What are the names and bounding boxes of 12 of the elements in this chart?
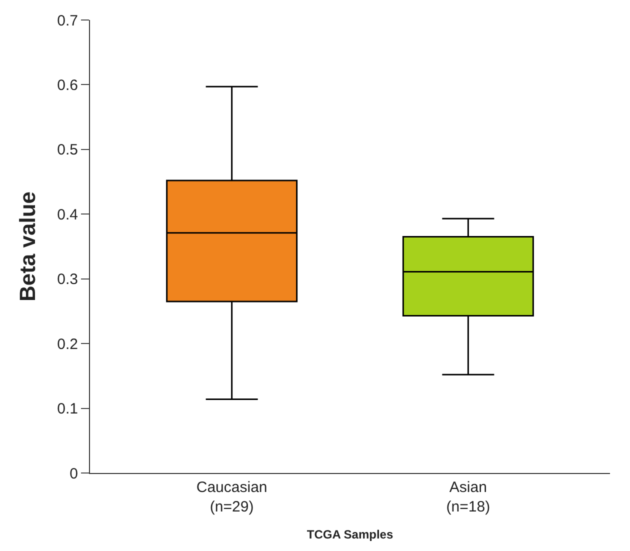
y-tick-label: 0 — [70, 465, 78, 482]
x-tick-label: Asian (n=18) — [446, 479, 490, 516]
y-tick-label: 0.2 — [57, 336, 78, 353]
y-tick-label: 0.6 — [57, 76, 78, 94]
y-axis-title: Beta value — [14, 191, 40, 302]
x-axis-title: TCGA Samples — [306, 527, 394, 542]
y-tick-label: 0.3 — [57, 271, 78, 288]
x-tick-label: Caucasian (n=29) — [196, 479, 268, 516]
y-tick-label: 0.5 — [57, 142, 78, 159]
y-tick-label: 0.4 — [57, 206, 78, 224]
y-tick-label: 0.1 — [57, 400, 78, 418]
y-tick-label: 0.7 — [57, 12, 78, 30]
